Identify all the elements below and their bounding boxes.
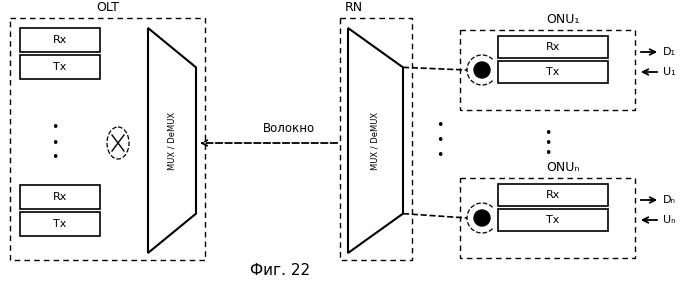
Bar xyxy=(498,61,608,83)
Text: MUX / DeMUX: MUX / DeMUX xyxy=(371,111,380,170)
Text: •: • xyxy=(544,128,552,140)
Circle shape xyxy=(474,62,490,78)
Ellipse shape xyxy=(107,127,129,159)
Bar xyxy=(20,212,100,236)
Text: •: • xyxy=(544,137,552,151)
Text: ONUₙ: ONUₙ xyxy=(546,161,579,174)
Text: •: • xyxy=(544,148,552,160)
Text: •: • xyxy=(436,149,444,162)
Text: Rx: Rx xyxy=(546,42,560,52)
Text: D₁: D₁ xyxy=(663,47,676,57)
Bar xyxy=(20,185,100,209)
Text: Rx: Rx xyxy=(53,192,67,202)
Bar xyxy=(460,178,635,258)
Bar xyxy=(340,18,412,260)
Bar xyxy=(498,184,608,206)
Text: Tx: Tx xyxy=(547,215,560,225)
Text: RN: RN xyxy=(345,1,363,14)
Text: •: • xyxy=(51,122,59,135)
Polygon shape xyxy=(148,28,196,253)
Text: Фиг. 22: Фиг. 22 xyxy=(250,263,310,278)
Text: Tx: Tx xyxy=(53,62,66,72)
Bar xyxy=(20,55,100,79)
Circle shape xyxy=(474,210,490,226)
Text: ONU₁: ONU₁ xyxy=(546,13,579,26)
Bar xyxy=(460,30,635,110)
Polygon shape xyxy=(348,28,403,253)
Text: •: • xyxy=(436,134,444,147)
Bar xyxy=(498,36,608,58)
Text: Tx: Tx xyxy=(53,219,66,229)
Bar xyxy=(10,18,205,260)
Text: Uₙ: Uₙ xyxy=(663,215,676,225)
Text: Волокно: Волокно xyxy=(262,122,315,135)
Bar xyxy=(498,209,608,231)
Text: U₁: U₁ xyxy=(663,67,676,77)
Bar xyxy=(20,28,100,52)
Text: Rx: Rx xyxy=(546,190,560,200)
Text: •: • xyxy=(51,137,59,150)
Text: Rx: Rx xyxy=(53,35,67,45)
Text: Tx: Tx xyxy=(547,67,560,77)
Text: MUX / DeMUX: MUX / DeMUX xyxy=(168,111,177,170)
Text: Dₙ: Dₙ xyxy=(663,195,676,205)
Text: •: • xyxy=(51,151,59,164)
Text: OLT: OLT xyxy=(96,1,119,14)
Text: •: • xyxy=(436,119,444,132)
